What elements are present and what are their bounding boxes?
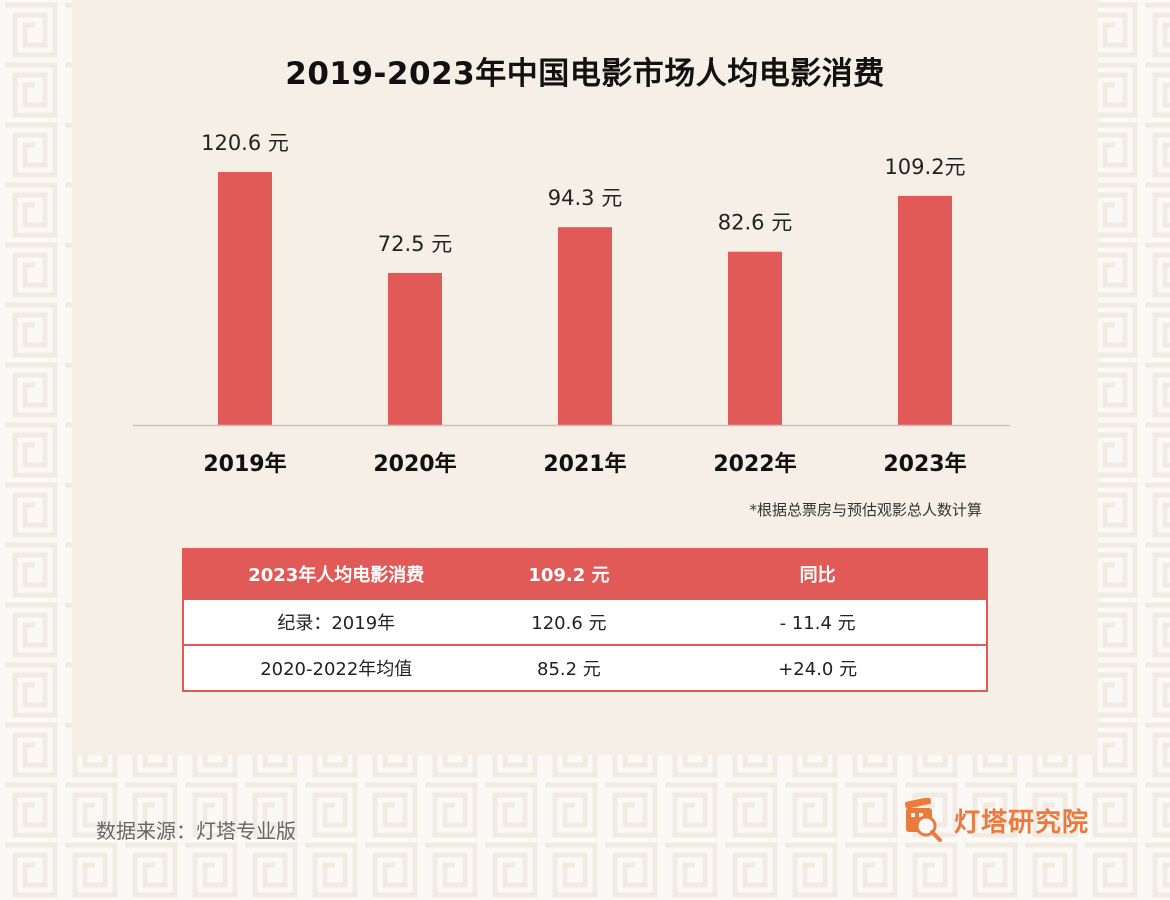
bar-2021年 [558,227,612,425]
table-header-row: 2023年人均电影消费 109.2 元 同比 [183,549,987,599]
bar-value-label: 120.6 元 [201,131,289,155]
table-row: 纪录：2019年 120.6 元 - 11.4 元 [183,598,987,645]
category-label: 2020年 [373,451,456,477]
bar-2020年 [388,272,442,425]
bar-2019年 [218,172,272,425]
table-cell: 120.6 元 [488,598,650,645]
brand-logo: 灯塔研究院 [900,797,1110,843]
film-clapper-magnifier-icon [904,798,942,842]
bar-chart: 120.6 元 2019年 72.5 元 2020年 94.3 元 2021年 82.6 元… [133,131,1010,477]
table-cell: 纪录：2019年 [183,598,489,645]
table-cell: - 11.4 元 [649,598,987,645]
table-cell: 2020-2022年均值 [183,644,489,691]
category-label: 2022年 [713,451,796,477]
table-cell: +24.0 元 [649,644,987,691]
data-source: 数据来源：灯塔专业版 [96,819,296,843]
table-cell: 85.2 元 [488,644,650,691]
bar-value-label: 72.5 元 [378,232,452,256]
brand-name: 灯塔研究院 [954,807,1090,838]
comparison-table: 2023年人均电影消费 109.2 元 同比 纪录：2019年 120.6 元 … [182,548,988,692]
bar-value-label: 82.6 元 [718,211,792,235]
category-label: 2021年 [543,451,626,477]
table-header-cell: 109.2 元 [488,549,650,599]
bar-value-label: 94.3 元 [548,186,622,210]
table-header-cell: 同比 [649,549,987,599]
bar-2022年 [728,251,782,425]
chart-title: 2019-2023年中国电影市场人均电影消费 [285,56,885,92]
category-label: 2019年 [203,451,286,477]
table-row: 2020-2022年均值 85.2 元 +24.0 元 [183,644,987,691]
table-header-cell: 2023年人均电影消费 [183,549,489,599]
bar-value-label: 109.2元 [884,155,965,179]
bar-2023年 [898,195,952,425]
chart-footnote: *根据总票房与预估观影总人数计算 [749,501,982,519]
category-label: 2023年 [883,451,966,477]
